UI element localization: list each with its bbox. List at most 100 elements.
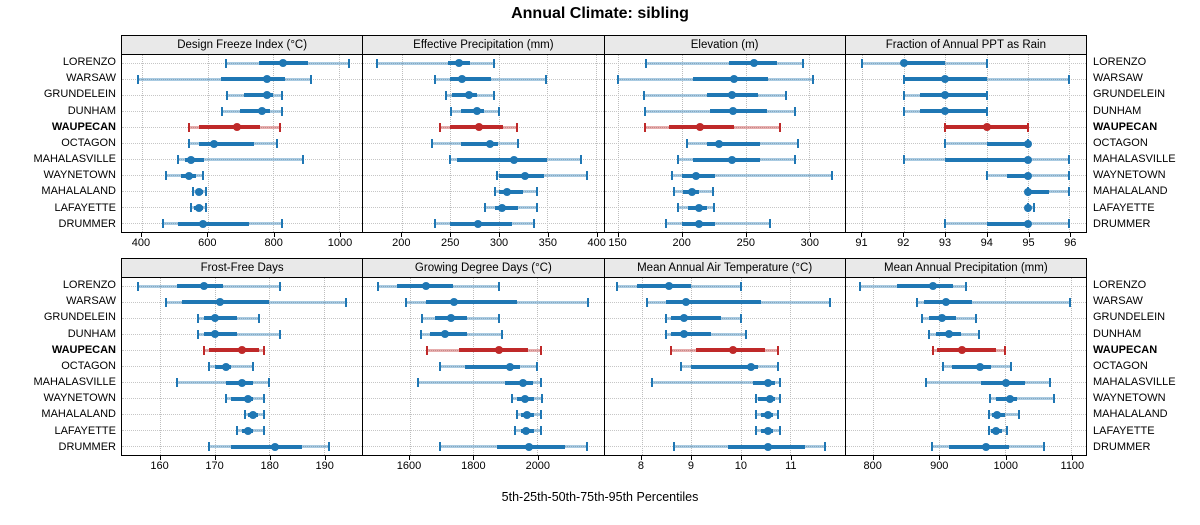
horizontal-gridline bbox=[122, 317, 363, 319]
percentile-bar-25-75 bbox=[920, 93, 987, 98]
whisker-cap-95 bbox=[204, 203, 207, 213]
horizontal-gridline bbox=[845, 143, 1086, 144]
whisker-cap-95 bbox=[498, 313, 501, 323]
percentile-bar-25-75 bbox=[182, 300, 270, 305]
whisker-cap-5 bbox=[202, 345, 205, 355]
axis-tick bbox=[499, 233, 500, 237]
horizontal-gridline bbox=[604, 223, 845, 225]
whisker-cap-95 bbox=[517, 139, 520, 148]
whisker-cap-95 bbox=[580, 155, 583, 165]
horizontal-gridline bbox=[363, 317, 604, 319]
whisker-cap-5 bbox=[165, 171, 168, 181]
whisker-cap-5 bbox=[426, 345, 429, 355]
median-dot bbox=[941, 91, 950, 100]
panel-header: Elevation (m) bbox=[603, 35, 846, 55]
percentile-bar-25-75 bbox=[203, 316, 237, 321]
whisker-cap-5 bbox=[197, 313, 200, 323]
panel: Design Freeze Index (°C) 400 600 800 1000 bbox=[121, 35, 364, 254]
axis-tick-label: 94 bbox=[980, 237, 993, 249]
percentile-bar-25-75 bbox=[671, 316, 721, 321]
whisker-cap-5 bbox=[431, 139, 434, 148]
whisker-cap-95 bbox=[262, 345, 265, 355]
axis-tick-label: 150 bbox=[608, 237, 627, 249]
median-dot bbox=[195, 203, 204, 212]
horizontal-gridline bbox=[845, 333, 1086, 335]
median-dot bbox=[464, 91, 473, 100]
whisker-cap-5 bbox=[176, 155, 179, 165]
median-dot bbox=[233, 123, 242, 132]
percentile-bar-25-75 bbox=[209, 348, 259, 353]
axis-tick-label: 1000 bbox=[327, 237, 353, 249]
median-dot bbox=[945, 330, 954, 339]
horizontal-gridline bbox=[604, 175, 845, 177]
whisker-cap-5 bbox=[617, 74, 620, 84]
median-dot bbox=[221, 362, 230, 371]
percentile-bar-25-75 bbox=[498, 189, 524, 194]
horizontal-gridline bbox=[604, 382, 845, 384]
row-label-right: MAHALALAND bbox=[1093, 185, 1168, 198]
panel: Fraction of Annual PPT as Rain 91 92 93 94 95… bbox=[844, 35, 1087, 254]
row-labels-left: LORENZO WARSAW GRUNDELEIN DUNHAM WAUPECAN OCT… bbox=[0, 35, 121, 254]
median-dot bbox=[458, 75, 467, 84]
axis-tick bbox=[740, 456, 742, 460]
whisker-cap-5 bbox=[754, 410, 757, 420]
percentile-bar-25-75 bbox=[220, 77, 285, 82]
whisker-cap-95 bbox=[985, 58, 988, 68]
axis-tick-label: 1800 bbox=[461, 460, 486, 472]
median-dot bbox=[520, 394, 529, 403]
whisker-cap-5 bbox=[677, 203, 680, 213]
whisker-cap-95 bbox=[1004, 345, 1007, 355]
whisker-cap-95 bbox=[712, 203, 715, 213]
row-label-left: GRUNDELEIN bbox=[43, 88, 116, 101]
axis-tick-label: 2000 bbox=[525, 460, 551, 472]
panel-plot bbox=[121, 55, 364, 233]
whisker-cap-5 bbox=[188, 122, 191, 132]
whisker-cap-5 bbox=[191, 187, 194, 197]
median-dot bbox=[238, 378, 247, 387]
whisker-cap-5 bbox=[221, 106, 224, 116]
median-dot bbox=[899, 59, 908, 68]
whisker-cap-5 bbox=[665, 313, 668, 323]
horizontal-gridline bbox=[363, 94, 604, 96]
percentile-band-5-95 bbox=[176, 381, 270, 385]
axis-tick bbox=[401, 233, 403, 237]
whisker-cap-95 bbox=[801, 58, 804, 68]
whisker-cap-5 bbox=[754, 394, 757, 404]
whisker-cap-5 bbox=[941, 362, 944, 371]
chart-footer: 5th-25th-50th-75th-95th Percentiles bbox=[501, 490, 699, 504]
axis-tick bbox=[617, 233, 619, 237]
axis-tick bbox=[547, 233, 549, 237]
median-dot bbox=[746, 362, 755, 371]
percentile-bar-25-75 bbox=[666, 300, 761, 305]
axis-tick-label: 95 bbox=[1022, 237, 1035, 249]
whisker-cap-95 bbox=[501, 329, 504, 339]
row-label-right: MAHALASVILLE bbox=[1093, 153, 1176, 166]
whisker-cap-95 bbox=[279, 281, 282, 291]
median-dot bbox=[992, 410, 1001, 419]
whisker-cap-5 bbox=[495, 171, 498, 181]
whisker-cap-5 bbox=[175, 378, 178, 388]
median-dot bbox=[279, 59, 288, 68]
whisker-cap-5 bbox=[510, 394, 513, 404]
panel: Mean Annual Precipitation (mm) 800 900 1000… bbox=[844, 258, 1087, 477]
whisker-cap-5 bbox=[376, 281, 379, 291]
whisker-cap-95 bbox=[1068, 155, 1071, 165]
axis-tick-label: 96 bbox=[1064, 237, 1077, 249]
median-dot bbox=[510, 155, 519, 164]
row-label-right: DUNHAM bbox=[1093, 327, 1142, 340]
median-dot bbox=[975, 362, 984, 371]
whisker-cap-95 bbox=[201, 171, 204, 181]
percentile-bar-25-75 bbox=[903, 61, 946, 66]
horizontal-gridline bbox=[845, 62, 1086, 64]
row-label-right: WARSAW bbox=[1093, 72, 1143, 85]
median-dot bbox=[750, 59, 759, 68]
whisker-cap-5 bbox=[644, 122, 647, 132]
panel-header: Growing Degree Days (°C) bbox=[362, 258, 605, 278]
median-dot bbox=[450, 298, 459, 307]
panel-plot bbox=[603, 55, 846, 233]
horizontal-gridline bbox=[845, 191, 1086, 193]
median-dot bbox=[195, 187, 204, 196]
percentile-bar-25-75 bbox=[495, 205, 519, 210]
whisker-cap-95 bbox=[778, 122, 781, 132]
trellis-row-top: LORENZO WARSAW GRUNDELEIN DUNHAM WAUPECAN OCT… bbox=[0, 35, 1200, 254]
